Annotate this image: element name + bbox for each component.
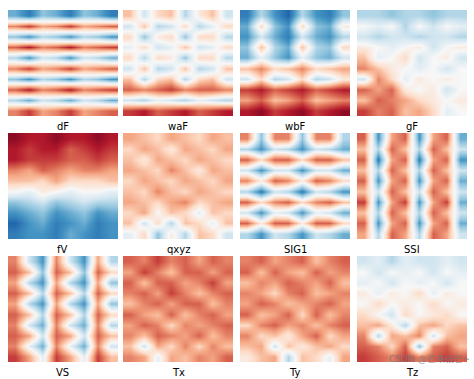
svg-text:Ty: Ty xyxy=(289,367,301,378)
svg-text:CSDN @芒果很芒~: CSDN @芒果很芒~ xyxy=(389,354,470,364)
svg-text:Tz: Tz xyxy=(406,367,418,378)
svg-text:gF: gF xyxy=(406,121,418,132)
svg-text:qxyz: qxyz xyxy=(167,244,190,255)
svg-text:fV: fV xyxy=(57,244,68,255)
svg-text:dF: dF xyxy=(57,121,69,132)
svg-text:SSI: SSI xyxy=(404,244,420,255)
svg-text:VS: VS xyxy=(56,367,69,378)
svg-text:Tx: Tx xyxy=(172,367,185,378)
svg-text:waF: waF xyxy=(168,121,188,132)
svg-text:wbF: wbF xyxy=(285,121,306,132)
svg-text:SIG1: SIG1 xyxy=(284,244,307,255)
